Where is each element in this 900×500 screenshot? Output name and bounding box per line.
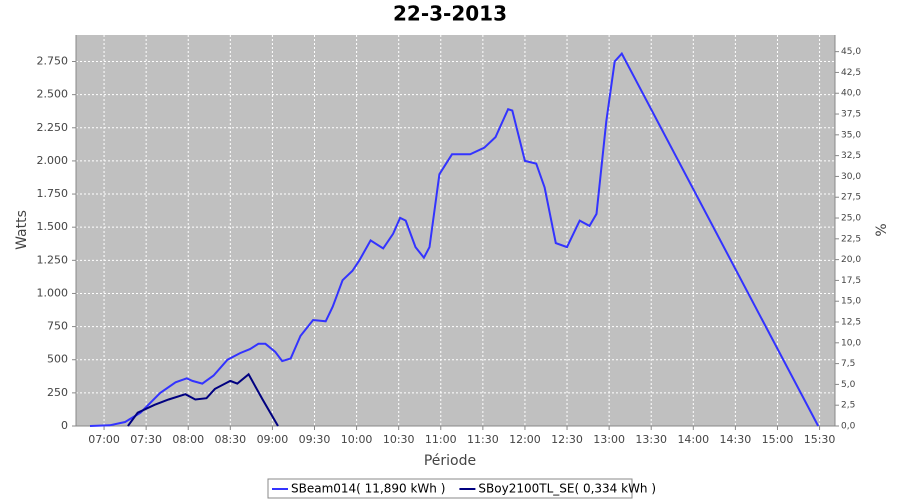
x-tick-label: 12:30 xyxy=(551,433,583,446)
y2-tick-label: 15,0 xyxy=(841,297,861,307)
y2-tick-label: 42,5 xyxy=(841,68,861,78)
plot-area xyxy=(76,35,835,426)
y2-tick-label: 17,5 xyxy=(841,276,861,286)
y2-tick-label: 20,0 xyxy=(841,255,861,265)
legend-label: SBoy2100TL_SE( 0,334 kWh ) xyxy=(478,482,656,496)
x-tick-label: 14:30 xyxy=(720,433,752,446)
y2-tick-label: 30,0 xyxy=(841,172,861,182)
y2-tick-label: 5,0 xyxy=(841,380,856,390)
y2-tick-label: 7,5 xyxy=(841,359,855,369)
x-tick-label: 09:30 xyxy=(299,433,331,446)
x-tick-label: 11:00 xyxy=(425,433,457,446)
x-tick-label: 13:00 xyxy=(593,433,625,446)
y-tick-label: 0 xyxy=(61,419,68,432)
y-tick-label: 2.500 xyxy=(37,88,69,101)
y-tick-label: 2.250 xyxy=(37,121,69,134)
series-line xyxy=(127,372,279,427)
x-tick-label: 07:30 xyxy=(130,433,162,446)
y2-tick-label: 45,0 xyxy=(841,47,861,57)
x-tick-label: 07:00 xyxy=(88,433,120,446)
x-tick-label: 11:30 xyxy=(467,433,499,446)
y2-tick-label: 25,0 xyxy=(841,214,861,224)
y2-tick-label: 32,5 xyxy=(841,151,861,161)
y2-tick-label: 27,5 xyxy=(841,193,861,203)
y-tick-label: 1.000 xyxy=(37,286,69,299)
y-tick-label: 750 xyxy=(47,320,68,333)
y-tick-label: 250 xyxy=(47,386,68,399)
legend-label: SBeam014( 11,890 kWh ) xyxy=(291,482,445,496)
y-axis-title: Watts xyxy=(14,210,30,250)
y2-axis-title: % xyxy=(874,223,890,236)
x-tick-label: 10:00 xyxy=(341,433,373,446)
y2-tick-label: 10,0 xyxy=(841,338,861,348)
y-tick-label: 500 xyxy=(47,353,68,366)
y2-tick-label: 40,0 xyxy=(841,89,861,99)
x-tick-label: 14:00 xyxy=(677,433,709,446)
x-tick-label: 08:00 xyxy=(172,433,204,446)
x-tick-label: 08:30 xyxy=(214,433,246,446)
y2-tick-label: 2,5 xyxy=(841,401,855,411)
legend xyxy=(267,478,633,499)
y2-tick-label: 12,5 xyxy=(841,318,861,328)
y2-tick-label: 35,0 xyxy=(841,130,861,140)
x-tick-label: 09:00 xyxy=(257,433,289,446)
y-tick-label: 1.750 xyxy=(37,187,69,200)
y2-tick-label: 22,5 xyxy=(841,234,861,244)
x-tick-label: 15:30 xyxy=(804,433,836,446)
y2-tick-label: 37,5 xyxy=(841,110,861,120)
x-axis-title: Période xyxy=(424,453,476,469)
y2-tick-label: 0,0 xyxy=(841,422,856,432)
x-tick-label: 10:30 xyxy=(383,433,415,446)
x-tick-label: 13:30 xyxy=(635,433,667,446)
y-tick-label: 1.250 xyxy=(37,253,69,266)
x-tick-label: 15:00 xyxy=(762,433,794,446)
y-tick-label: 2.750 xyxy=(37,55,69,68)
x-tick-label: 12:00 xyxy=(509,433,541,446)
series-line xyxy=(89,51,820,427)
y-tick-label: 1.500 xyxy=(37,220,69,233)
y-tick-label: 2.000 xyxy=(37,154,69,167)
chart-title: 22-3-2013 xyxy=(393,2,507,26)
